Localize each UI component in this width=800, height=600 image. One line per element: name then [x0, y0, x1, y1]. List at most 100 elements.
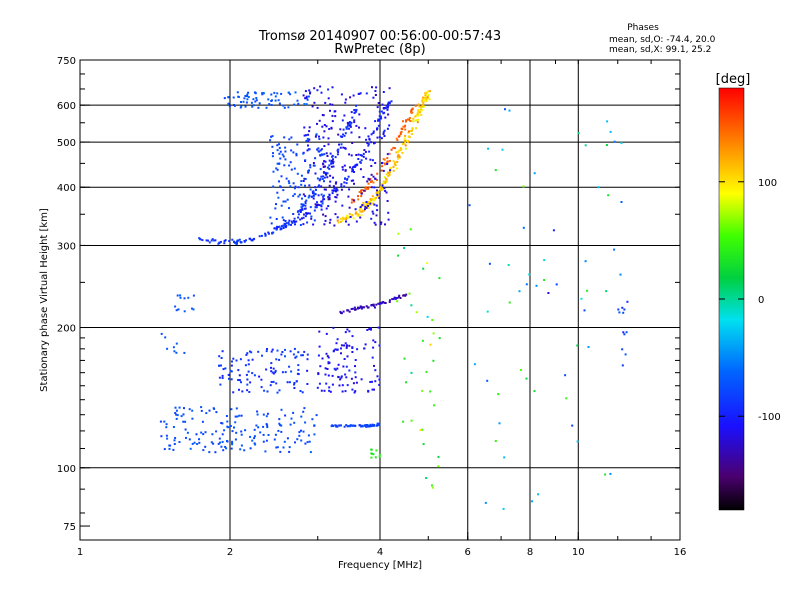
- data-point: [343, 217, 346, 220]
- x-tick-label: 1: [77, 547, 83, 558]
- data-point: [278, 146, 281, 149]
- data-point: [335, 187, 338, 190]
- data-point: [329, 180, 332, 183]
- data-point: [303, 134, 306, 137]
- data-point: [219, 441, 221, 444]
- data-point: [303, 126, 306, 129]
- data-point: [484, 501, 487, 504]
- data-point: [365, 186, 368, 189]
- data-point: [275, 167, 278, 170]
- data-point: [320, 148, 323, 151]
- data-point: [336, 425, 339, 428]
- data-point: [179, 296, 182, 299]
- data-point: [266, 426, 269, 429]
- data-point: [271, 145, 274, 148]
- data-point: [528, 273, 531, 276]
- data-point: [253, 435, 256, 438]
- data-point: [306, 441, 309, 444]
- data-point: [375, 192, 378, 195]
- data-point: [244, 95, 247, 97]
- data-point: [366, 142, 369, 145]
- data-point: [383, 176, 386, 179]
- data-point: [316, 386, 319, 389]
- data-point: [386, 157, 389, 160]
- data-point: [388, 87, 391, 90]
- data-point: [296, 372, 299, 375]
- data-point: [191, 409, 194, 412]
- data-point: [278, 389, 281, 392]
- data-point: [417, 114, 420, 117]
- data-point: [284, 414, 287, 417]
- data-point: [388, 124, 391, 127]
- data-point: [626, 300, 629, 303]
- data-point: [200, 409, 203, 412]
- data-point: [348, 123, 351, 125]
- data-point: [271, 135, 274, 138]
- data-point: [272, 380, 275, 383]
- data-point: [340, 188, 343, 191]
- data-point: [176, 414, 179, 417]
- data-point: [543, 279, 546, 281]
- data-point: [353, 111, 356, 114]
- data-point: [388, 101, 391, 104]
- data-point: [272, 152, 274, 155]
- data-point: [240, 101, 242, 103]
- data-point: [404, 144, 407, 147]
- data-point: [191, 307, 193, 310]
- data-point: [297, 195, 300, 198]
- data-point: [332, 160, 335, 163]
- data-point: [369, 198, 372, 201]
- data-point: [386, 106, 389, 109]
- data-point: [208, 241, 211, 244]
- data-point: [370, 165, 373, 167]
- data-point: [288, 219, 291, 222]
- data-point: [314, 172, 317, 175]
- data-point: [212, 442, 215, 445]
- data-point: [376, 375, 379, 378]
- data-point: [362, 155, 365, 158]
- data-point: [183, 407, 185, 410]
- data-point: [182, 413, 185, 416]
- data-point: [246, 378, 249, 381]
- data-point: [366, 306, 369, 309]
- data-point: [374, 341, 377, 344]
- data-point: [287, 180, 290, 183]
- data-point: [204, 431, 207, 434]
- data-point: [399, 131, 402, 134]
- data-point: [360, 190, 362, 192]
- data-point: [334, 196, 337, 198]
- data-point: [327, 374, 330, 377]
- data-point: [377, 102, 380, 104]
- data-point: [376, 179, 378, 181]
- data-point: [621, 306, 624, 309]
- data-point: [301, 197, 303, 200]
- data-point: [265, 350, 268, 353]
- data-point: [308, 440, 311, 443]
- data-point: [473, 363, 476, 366]
- data-point: [342, 310, 345, 313]
- data-point: [401, 151, 404, 154]
- data-point: [175, 417, 178, 420]
- data-point: [184, 428, 187, 431]
- data-point: [174, 406, 177, 409]
- data-point: [421, 103, 424, 106]
- data-point: [277, 99, 280, 102]
- data-point: [306, 383, 309, 385]
- data-point: [288, 446, 291, 449]
- data-point: [396, 296, 399, 299]
- data-point: [392, 298, 395, 300]
- data-point: [336, 216, 339, 219]
- data-point: [313, 219, 316, 222]
- data-point: [202, 433, 205, 436]
- data-point: [371, 210, 374, 213]
- data-point: [404, 141, 407, 144]
- data-point: [378, 424, 381, 427]
- data-point: [410, 371, 413, 374]
- data-point: [324, 171, 327, 174]
- data-point: [385, 180, 388, 183]
- data-point: [311, 105, 314, 108]
- data-point: [405, 119, 408, 122]
- data-point: [361, 306, 364, 309]
- data-point: [309, 92, 311, 95]
- data-point: [397, 232, 400, 235]
